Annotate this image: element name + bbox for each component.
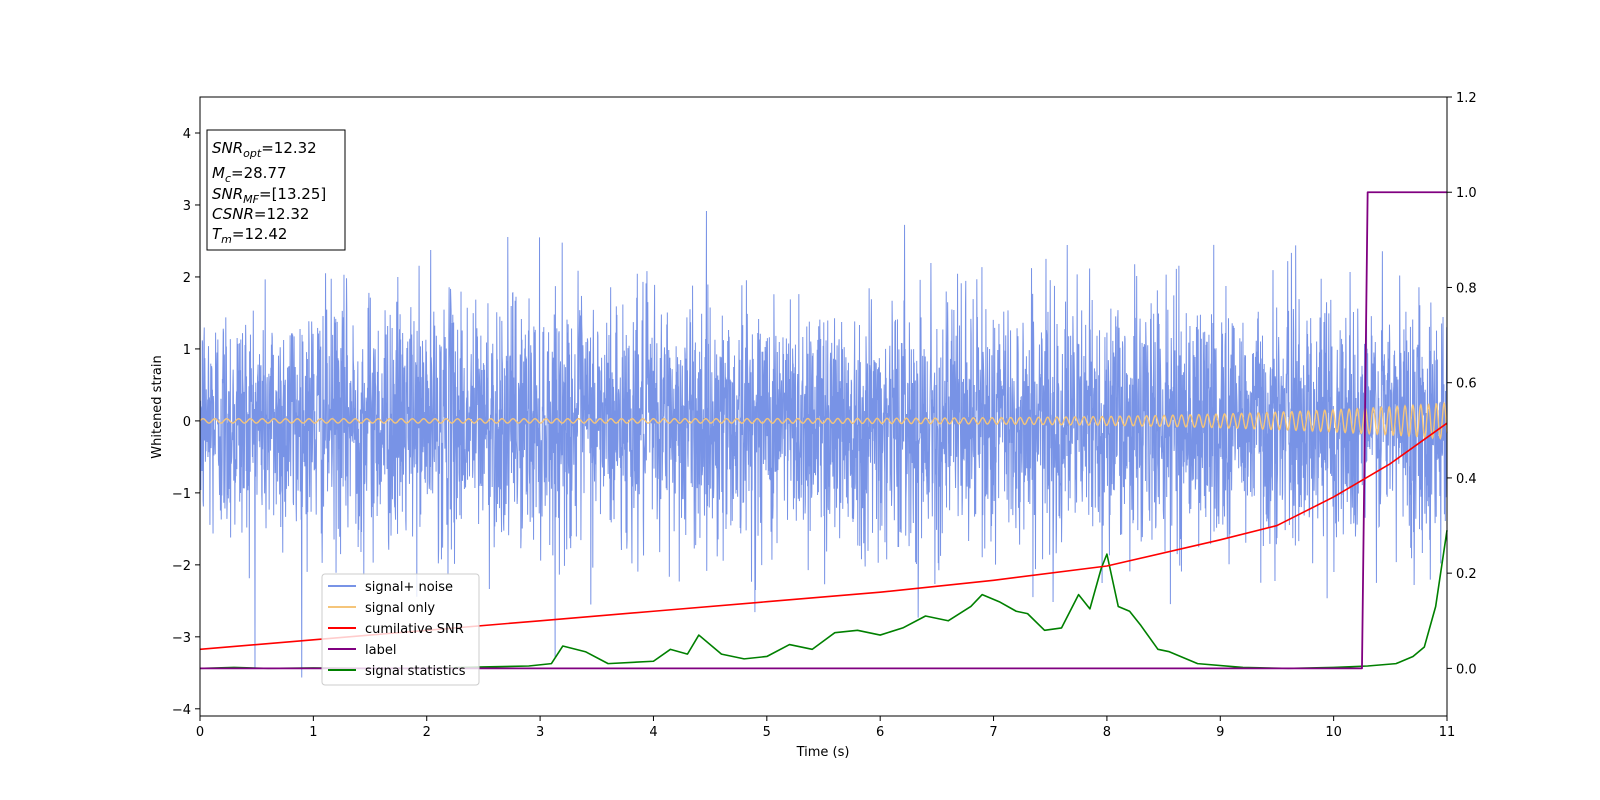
y2-tick-label: 0.4 (1456, 472, 1477, 487)
y2-tick-label: 1.2 (1456, 91, 1477, 106)
info-snr-opt: SNRopt=12.32 (212, 139, 317, 160)
x-tick-label: 5 (763, 725, 771, 740)
x-axis-ticks: 0 1 2 3 4 5 6 7 8 9 10 11 (196, 716, 1455, 740)
y-tick-label: −4 (172, 703, 191, 718)
x-tick-label: 6 (876, 725, 884, 740)
x-tick-label: 3 (536, 725, 544, 740)
y-tick-label: 4 (183, 127, 191, 142)
series-signal-only (199, 401, 1448, 440)
series-signal-statistics (199, 530, 1448, 670)
y2-tick-label: 0.0 (1456, 662, 1477, 677)
legend-label-snr: cumilative SNR (365, 622, 464, 637)
info-box-frame (206, 129, 346, 251)
y2-tick-label: 0.6 (1456, 377, 1477, 392)
x-axis-label: Time (s) (796, 745, 850, 760)
x-tick-label: 2 (423, 725, 431, 740)
legend-label-label: label (365, 643, 396, 658)
y-tick-label: 1 (183, 343, 191, 358)
y-tick-label: −3 (172, 631, 191, 646)
series-label (200, 191, 1447, 670)
y2-tick-label: 1.0 (1456, 186, 1477, 201)
legend-label-noise: signal+ noise (365, 580, 453, 595)
y2-tick-label: 0.2 (1456, 567, 1477, 582)
y-tick-label: −2 (172, 559, 191, 574)
y-tick-label: 0 (183, 415, 191, 430)
y2-axis-ticks: 0.0 0.2 0.4 0.6 0.8 1.0 1.2 (1447, 91, 1477, 677)
x-tick-label: 8 (1103, 725, 1111, 740)
y-axis-label: Whitened strain (150, 355, 165, 458)
y-tick-label: 2 (183, 271, 191, 286)
info-csnr: CSNR=12.32 (212, 205, 309, 223)
plot-frame (199, 96, 1448, 717)
legend-label-stats: signal statistics (365, 664, 466, 679)
info-box: SNRopt=12.32 Mc=28.77 SNRMF=[13.25] CSNR… (206, 129, 346, 251)
x-tick-label: 4 (649, 725, 657, 740)
info-mc: Mc=28.77 (212, 164, 287, 185)
info-tm: Tm=12.42 (212, 225, 287, 246)
legend-frame (321, 573, 480, 686)
legend-label-signal: signal only (365, 601, 435, 616)
info-snr-mf: SNRMF=[13.25] (212, 185, 326, 206)
y-axis-ticks: −4 −3 −2 −1 0 1 2 3 4 (172, 127, 200, 718)
legend: signal+ noise signal only cumilative SNR… (321, 573, 480, 686)
series-layer (199, 191, 1448, 678)
y-tick-label: −1 (172, 487, 191, 502)
x-tick-label: 10 (1325, 725, 1342, 740)
x-tick-label: 1 (309, 725, 317, 740)
y2-tick-label: 0.8 (1456, 281, 1477, 296)
y-tick-label: 3 (183, 199, 191, 214)
x-tick-label: 0 (196, 725, 204, 740)
x-tick-label: 7 (989, 725, 997, 740)
x-tick-label: 11 (1439, 725, 1456, 740)
x-tick-label: 9 (1216, 725, 1224, 740)
